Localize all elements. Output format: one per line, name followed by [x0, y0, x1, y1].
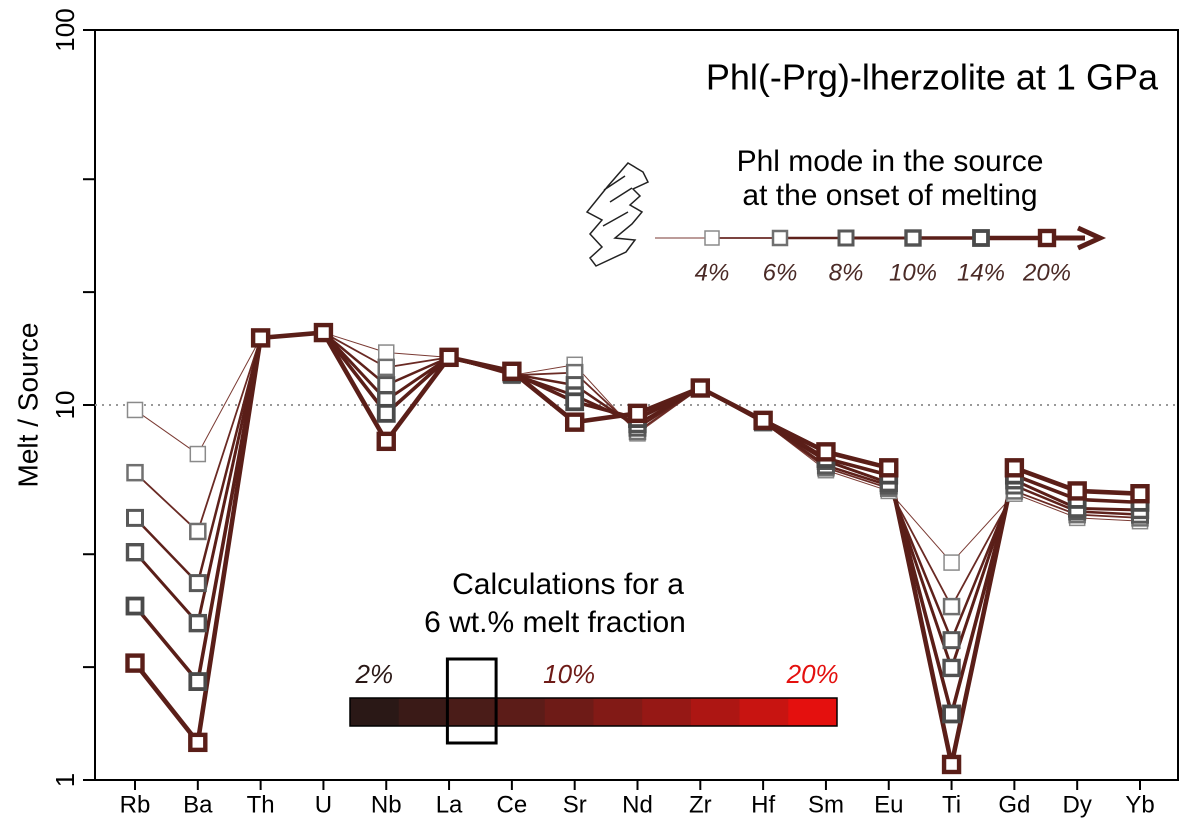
- data-marker: [125, 596, 145, 616]
- legend-marker: [837, 229, 855, 247]
- legend-marker: [704, 230, 720, 246]
- colorbar-label: 10%: [543, 659, 595, 689]
- annotation: 6 wt.% melt fraction: [424, 606, 686, 639]
- colorbar-cell: [544, 698, 594, 726]
- x-tick-label: Sr: [563, 791, 587, 818]
- x-tick-label: Nb: [371, 791, 402, 818]
- colorbar-cell: [593, 698, 643, 726]
- data-marker: [942, 631, 961, 650]
- data-marker: [377, 358, 395, 377]
- legend-marker: [904, 229, 922, 247]
- colorbar-cell: [739, 698, 789, 726]
- data-marker: [376, 403, 396, 423]
- x-tick-label: Rb: [120, 791, 151, 818]
- data-marker: [126, 508, 144, 527]
- annotation: Calculations for a: [452, 568, 684, 601]
- data-marker: [943, 554, 960, 571]
- data-marker: [942, 658, 961, 678]
- crystal-sketch: [585, 162, 650, 267]
- data-marker: [189, 445, 207, 463]
- data-marker: [126, 401, 144, 419]
- data-marker: [942, 704, 961, 724]
- data-marker: [502, 361, 522, 381]
- data-marker: [376, 431, 396, 452]
- x-tick-label: Hf: [751, 791, 775, 818]
- legend-title: at the onset of melting: [742, 179, 1037, 212]
- data-marker: [188, 732, 208, 753]
- data-marker: [879, 458, 899, 478]
- data-marker: [941, 754, 962, 775]
- legend-label: 10%: [889, 259, 937, 286]
- y-tick-label: 1: [50, 773, 80, 787]
- x-tick-label: Ti: [942, 791, 961, 818]
- data-marker: [189, 522, 207, 541]
- legend-label: 6%: [763, 259, 798, 286]
- x-tick-label: Nd: [622, 791, 653, 818]
- data-marker: [188, 672, 208, 691]
- x-tick-label: Ce: [497, 791, 528, 818]
- data-marker: [1067, 481, 1087, 501]
- data-marker: [188, 613, 208, 633]
- colorbar-cell: [350, 698, 400, 726]
- x-tick-label: Gd: [998, 791, 1030, 818]
- data-marker: [753, 410, 773, 431]
- legend-label: 4%: [695, 259, 730, 286]
- colorbar-frame: [349, 697, 838, 727]
- y-tick-label: 100: [50, 8, 80, 51]
- data-marker: [313, 322, 334, 343]
- data-marker: [188, 574, 207, 593]
- legend-marker: [771, 229, 789, 247]
- data-marker: [378, 344, 395, 361]
- data-marker: [565, 392, 585, 412]
- data-marker: [690, 378, 711, 398]
- x-tick-label: U: [315, 791, 332, 818]
- x-tick-label: Ba: [183, 791, 213, 818]
- colorbar-selection: [445, 657, 498, 745]
- data-marker: [125, 543, 145, 562]
- legend-title: Phl mode in the source: [737, 145, 1044, 178]
- data-marker: [942, 597, 961, 616]
- legend-arrow: [1076, 225, 1107, 251]
- colorbar-cell: [788, 698, 838, 726]
- legend-label: 20%: [1022, 259, 1071, 286]
- data-marker: [1004, 458, 1025, 478]
- data-marker: [564, 412, 585, 432]
- data-marker: [126, 463, 144, 482]
- x-tick-label: Sm: [808, 791, 844, 818]
- legend-label: 8%: [829, 259, 864, 286]
- x-tick-label: Dy: [1063, 791, 1092, 818]
- data-marker: [250, 328, 271, 348]
- x-tick-label: Th: [247, 791, 275, 818]
- data-marker: [377, 376, 396, 395]
- legend-label: 14%: [957, 259, 1005, 286]
- colorbar-cell: [496, 698, 546, 726]
- data-marker: [627, 403, 648, 424]
- colorbar-cell: [398, 698, 448, 726]
- x-tick-label: La: [436, 791, 463, 818]
- data-marker: [1130, 484, 1150, 504]
- data-marker: [439, 347, 459, 368]
- x-tick-label: Yb: [1125, 791, 1154, 818]
- y-axis-label: Melt / Source: [12, 323, 43, 488]
- series-line: [133, 330, 1141, 716]
- colorbar-cell: [642, 698, 692, 726]
- colorbar-label: 2%: [355, 659, 394, 689]
- series-line: [134, 332, 1141, 564]
- colorbar-cell: [690, 698, 741, 726]
- colorbar-cell: [447, 698, 497, 726]
- x-tick-label: Zr: [689, 791, 712, 818]
- legend-marker: [972, 229, 990, 247]
- x-tick-label: Eu: [874, 791, 903, 818]
- data-marker: [125, 653, 145, 673]
- colorbar-label: 20%: [786, 659, 839, 689]
- legend-marker: [1037, 228, 1057, 248]
- chart-title: Phl(-Prg)-lherzolite at 1 GPa: [706, 57, 1159, 98]
- y-tick-label: 10: [50, 391, 80, 420]
- data-marker: [816, 442, 836, 462]
